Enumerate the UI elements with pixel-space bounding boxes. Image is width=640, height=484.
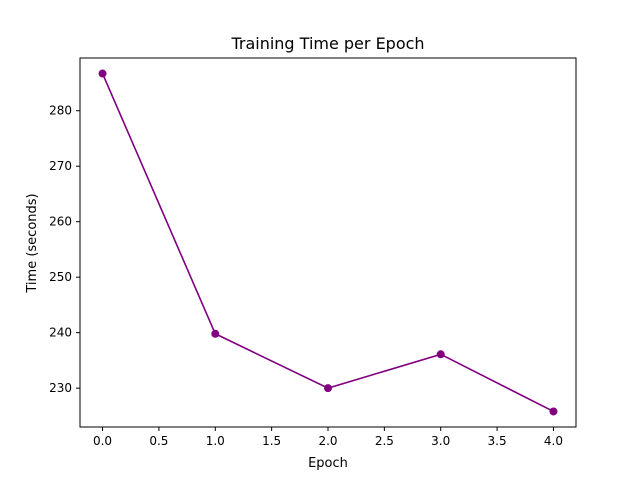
data-point xyxy=(324,384,332,393)
chart-title: Training Time per Epoch xyxy=(230,34,424,53)
x-tick-label: 0.5 xyxy=(149,434,168,448)
axis-ticks: 0.0 0.5 1.0 1.5 2.0 2.5 3.0 3.5 4.0 230 240 250 260 2… xyxy=(49,104,563,448)
data-point xyxy=(436,350,445,359)
y-axis-label: Time (seconds) xyxy=(25,193,40,293)
y-tick-label: 280 xyxy=(49,104,72,118)
plot-area xyxy=(98,69,558,416)
series-line xyxy=(101,73,554,413)
data-point xyxy=(549,407,558,416)
x-axis-label: Epoch xyxy=(308,456,348,471)
x-tick-label: 2.5 xyxy=(375,434,394,448)
x-tick-label: 1.5 xyxy=(262,434,281,448)
x-tick-label: 4.0 xyxy=(544,434,563,448)
y-tick-label: 240 xyxy=(49,326,72,340)
x-tick-label: 0.0 xyxy=(93,434,112,448)
x-tick-label: 3.5 xyxy=(488,434,507,448)
x-tick-label: 3.0 xyxy=(431,434,450,448)
y-tick-label: 260 xyxy=(49,215,72,229)
y-tick-label: 230 xyxy=(49,381,72,395)
data-point xyxy=(211,329,220,338)
data-point xyxy=(98,69,107,78)
y-tick-label: 250 xyxy=(49,270,72,284)
axes-frame xyxy=(79,57,577,428)
x-tick-label: 1.0 xyxy=(206,434,225,448)
x-tick-label: 2.0 xyxy=(318,434,337,448)
y-tick-label: 270 xyxy=(49,159,72,173)
